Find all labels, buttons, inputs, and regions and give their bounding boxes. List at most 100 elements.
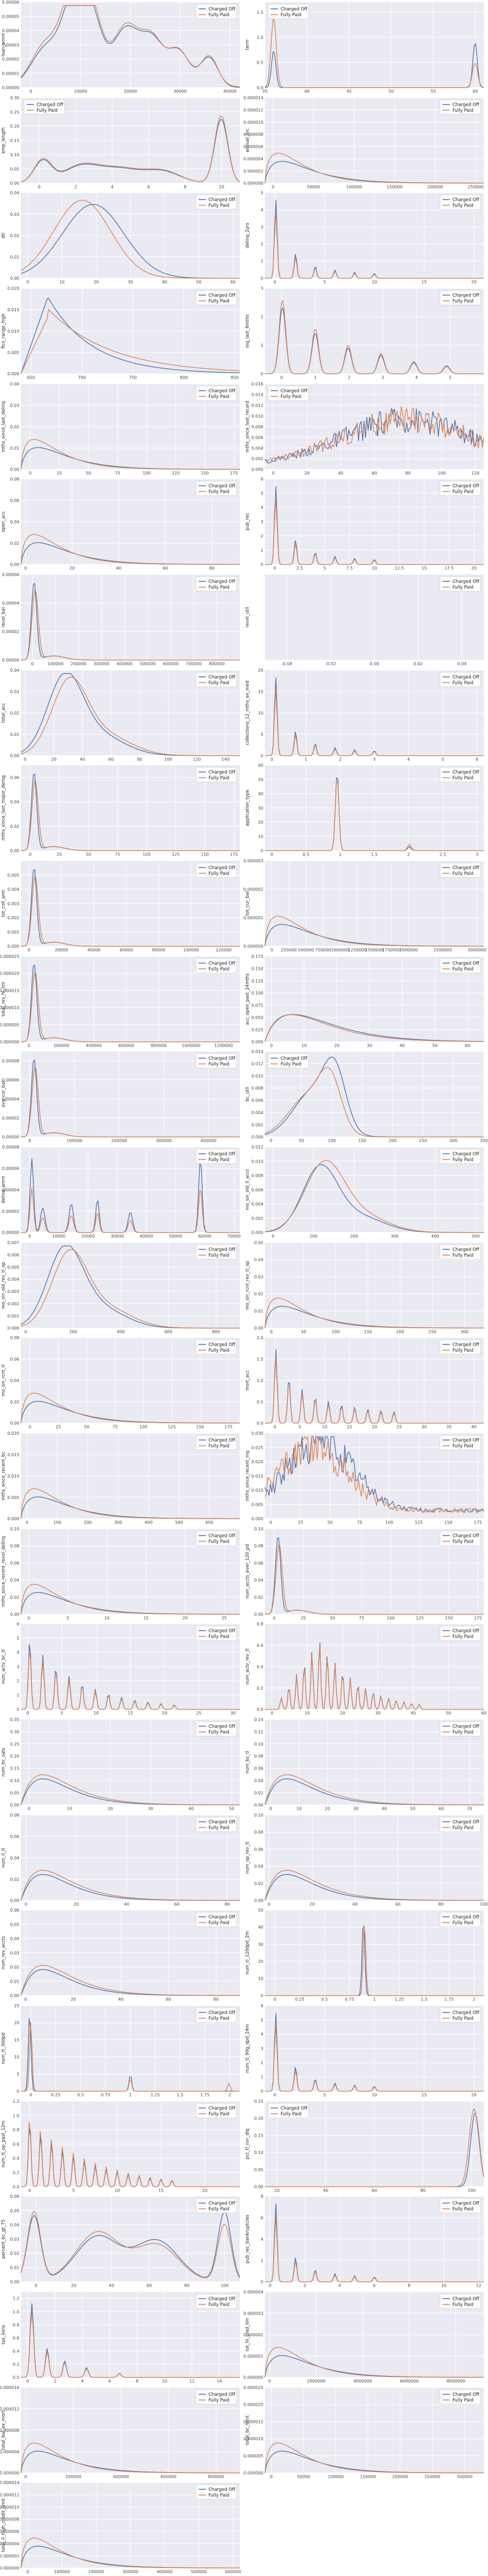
chart-panel-total_il_high_credit_limit: 0 100000 200000 300000 400000 500000 600000 0.0… [0,2480,244,2576]
x-tick-label: 500 [175,1520,183,1525]
y-tick-label: 0 [261,372,263,377]
series-line-fully-paid [265,688,484,756]
x-tick-label: 120000 [216,948,232,953]
y-tick-label: 0.000000 [0,2566,19,2571]
x-tick-label: 40 [338,471,343,475]
legend-box [439,1817,481,1832]
x-tick-label: 0 [269,1807,272,1811]
chart-panel-mths_since_recent_revol_delinq: 0 5 10 15 20 25 0.00 0.02 0.04 0.06 0.08 0.10 mths_s… [0,1527,244,1622]
series-line-fully-paid [265,2024,484,2092]
y-tick-label: 0.006 [7,1252,19,1257]
series-line-fully-paid [265,498,484,565]
legend-label: Charged Off [208,675,236,680]
series-line-fully-paid [20,1249,240,1329]
x-tick-label: 400000 [117,662,133,666]
x-tick-label: 60000 [120,948,133,953]
x-tick-label: 15 [143,1615,148,1620]
x-tick-label: 75 [357,1520,362,1525]
chart-svg-fico_range_high: 650 700 750 800 850 0.000 0.005 0.010 0.015 0.020… [1,286,240,380]
y-tick-label: 0.00 [254,2184,263,2189]
chart-svg-num_tl_op_past_12m: 0 5 10 15 20 0.0 0.2 0.4 0.6 0.8 1.0 1.2 num_tl_op_p… [1,2099,240,2193]
series-line-fully-paid [20,971,240,1043]
chart-svg-num_actv_rev_tl: 0 10 20 30 40 50 60 0.0 0.2 0.4 0.6 0.8 num_actv_rev… [245,1622,486,1716]
legend-label: Fully Paid [208,489,229,495]
y-tick-label: 0.000000 [243,944,263,949]
y-tick-label: 0.00002 [2,1116,19,1121]
legend-box [195,1339,237,1355]
y-tick-label: 0.06 [10,1908,19,1913]
y-tick-label: 0.04 [254,1778,263,1783]
x-tick-label: 100000 [48,662,64,666]
x-tick-label: 10000 [74,89,87,94]
legend-box [439,290,481,306]
legend-label: Charged Off [452,1342,480,1348]
x-tick-label: 800000 [151,1043,167,1048]
y-axis-label: tot_coll_amt [1,889,6,917]
y-tick-label: 15 [14,2038,19,2042]
legend-box [195,1244,237,1260]
x-tick-label: 0 [271,1711,273,1716]
x-tick-label: 0 [28,1807,30,1811]
chart-panel-emp_length: 0 2 4 6 8 10 0.00 0.05 0.10 0.15 0.20 0.25 0.30 emp_l… [0,96,244,191]
x-tick-label: 1500000 [365,948,384,953]
y-tick-label: 0.125 [251,978,263,983]
x-tick-label: 0 [271,852,273,857]
x-tick-label: 0 [27,2379,29,2384]
legend-box [268,4,309,19]
legend-label: Charged Off [208,1915,236,1920]
y-tick-label: 0.5 [257,61,263,65]
y-tick-label: 0.25 [10,1742,19,1747]
x-tick-label: 0 [26,1520,28,1525]
legend-box [439,767,481,782]
y-tick-label: 0.000002 [243,887,263,892]
y-tick-label: 0.020 [251,1460,263,1465]
y-tick-label: 0.000002 [0,2554,19,2559]
y-tick-label: 2 [261,2258,263,2263]
x-tick-label: 10 [219,184,224,189]
x-tick-label: 400 [145,1520,153,1525]
y-tick-label: 5 [17,1636,19,1641]
series-line-fully-paid [20,1965,240,1996]
y-tick-label: 0.01 [10,732,19,736]
chart-panel-tot_hi_cred_lim: 0 2000000 4000000 6000000 8000000 0.000000 0.0… [243,2290,488,2385]
x-tick-label: 100 [328,1139,335,1143]
x-tick-label: 200000 [427,184,444,189]
y-tick-label: 0.00 [10,1898,19,1903]
legend-label: Fully Paid [452,1921,473,1926]
y-tick-label: 0.000004 [0,2542,19,2546]
x-tick-label: 850 [231,376,239,380]
y-tick-label: 6 [261,2216,263,2220]
x-tick-label: 20 [471,566,477,571]
chart-panel-num_tl_120dpd_2m: 0 0.25 0.5 0.75 1 1.25 1.5 1.75 2 0 10 20 30 40 50 num_… [244,1908,488,2004]
y-tick-label: 0.000025 [243,2385,263,2390]
y-tick-label: 0.000000 [243,181,263,185]
x-tick-label: 0 [269,2284,271,2288]
x-tick-label: 50 [229,1807,234,1811]
legend-box [195,194,237,210]
legend-label: Charged Off [208,1820,236,1825]
legend-box [439,1149,481,1164]
legend-label: Charged Off [208,7,236,12]
x-tick-label: 100000 [183,948,200,953]
x-tick-label: 0 [270,1520,272,1525]
y-axis-label: dti [1,233,6,239]
legend-label: Fully Paid [452,1634,473,1640]
legend-label: Fully Paid [452,1348,473,1353]
y-axis-label: percent_bc_gt_75 [1,2220,6,2259]
y-tick-label: 0.00 [254,1898,263,1903]
y-tick-label: 0 [261,753,263,758]
x-tick-label: 8000000 [447,2379,466,2384]
y-tick-label: 0.03 [10,689,19,694]
y-tick-label: 20 [258,820,263,825]
x-tick-label: 17.5 [444,566,454,571]
y-tick-label: 0.010 [251,1488,263,1493]
y-axis-label: revol_util [245,607,250,627]
x-tick-label: 0 [25,1997,27,2002]
x-tick-label: 45 [346,89,352,94]
legend-box [439,1339,481,1355]
